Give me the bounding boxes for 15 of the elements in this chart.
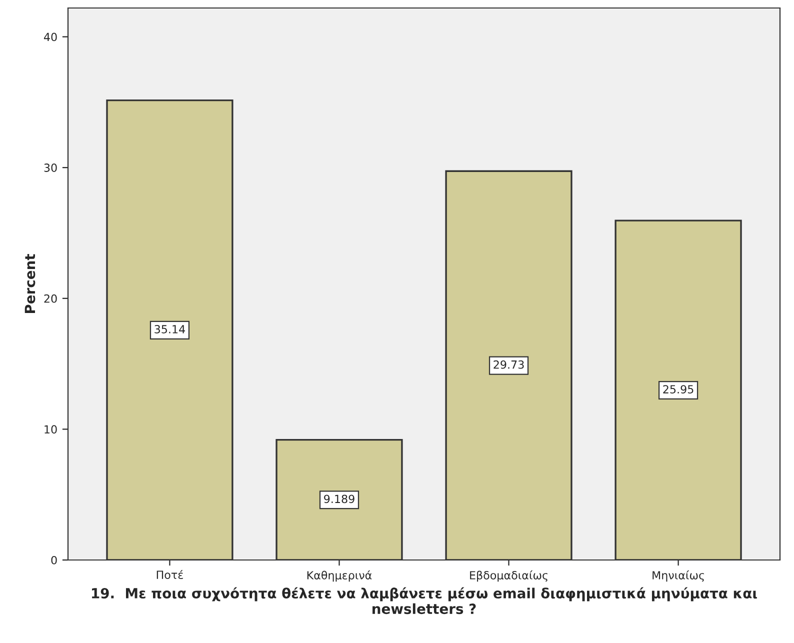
y-tick-label: 0 [51, 556, 57, 564]
data-label: 9.189 [324, 494, 354, 504]
x-tick-label: Ποτέ [156, 570, 183, 580]
data-label: 25.95 [663, 385, 694, 394]
data-label: 29.73 [494, 360, 524, 369]
x-tick-label: Εβδομαδιαίως [470, 570, 548, 582]
y-tick-label: 30 [44, 164, 57, 172]
y-tick-label: 40 [44, 32, 57, 42]
data-label: 35.14 [154, 324, 185, 334]
y-tick-label: 20 [44, 294, 57, 303]
x-tick-label: Μηνιαίως [652, 570, 704, 582]
x-axis-title: 19. Με ποια συχνότητα θέλετε να λαμβάνετε μέσω email διαφημιστικά μηνύματα και newsletters ? [92, 587, 757, 614]
y-tick-label: 10 [44, 425, 57, 434]
x-tick-label: Καθημερινά [307, 570, 372, 582]
y-axis-title: Percent [24, 254, 36, 314]
